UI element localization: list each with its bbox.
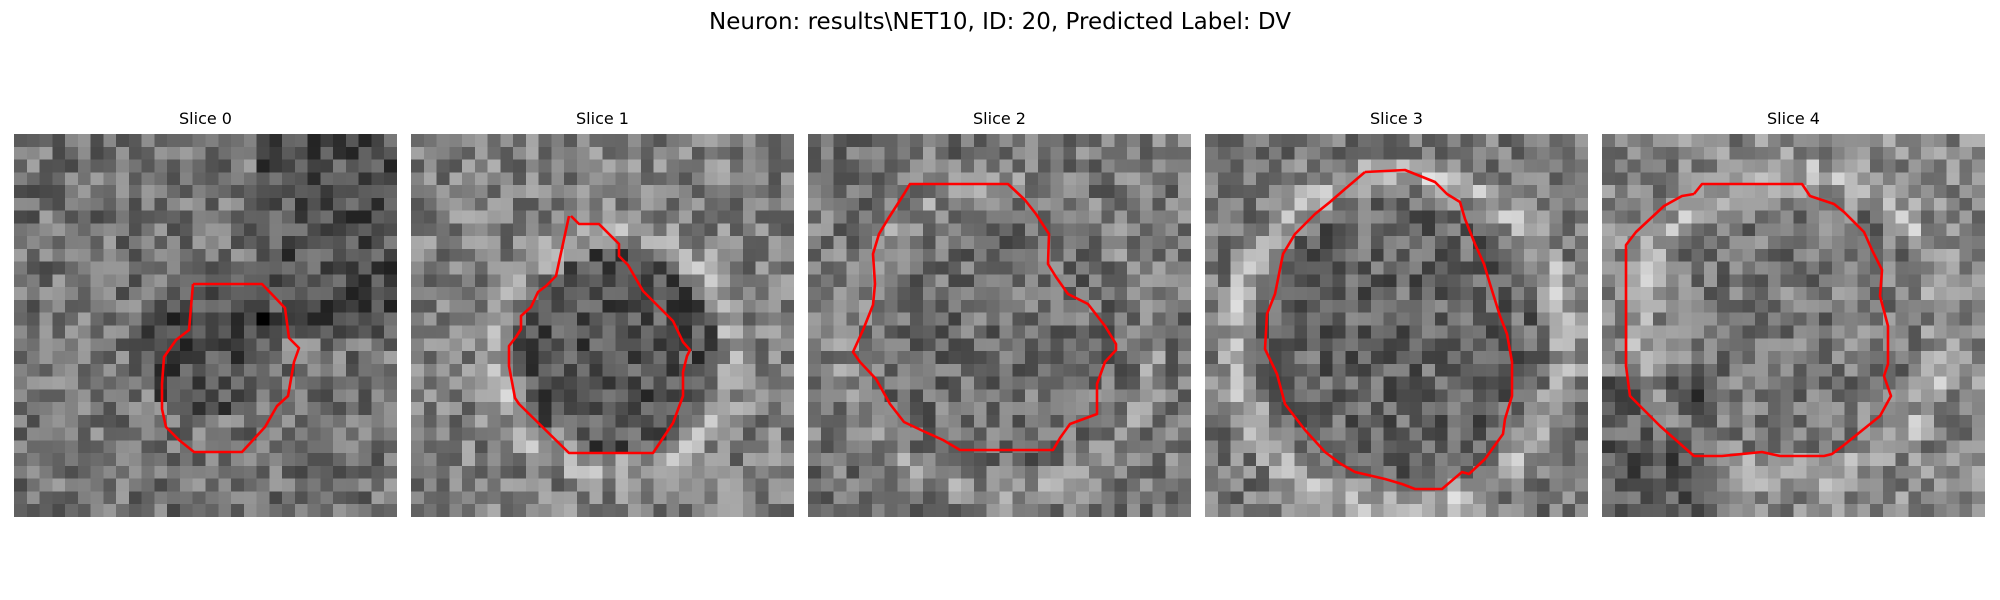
contour-overlay-3: [1263, 168, 1514, 491]
neuron-contour-0: [160, 282, 301, 454]
slice-image-3: [1205, 134, 1588, 517]
contour-overlay-4: [1624, 182, 1893, 458]
slice-title-2: Slice 2: [973, 109, 1026, 128]
slice-title-0: Slice 0: [179, 109, 232, 128]
slice-panel-3: Slice 3: [1205, 108, 1588, 526]
contour-overlay-1: [507, 215, 692, 455]
neuron-contour-4: [1624, 182, 1893, 458]
neuron-contour-3: [1263, 168, 1514, 491]
contour-overlay-0: [160, 282, 301, 454]
slice-panel-4: Slice 4: [1602, 108, 1985, 526]
slice-panel-1: Slice 1: [411, 108, 794, 526]
figure-title: Neuron: results\NET10, ID: 20, Predicted…: [709, 9, 1291, 35]
slice-image-2: [808, 134, 1191, 517]
contour-overlay-2: [851, 182, 1118, 452]
neuron-contour-1: [507, 215, 692, 455]
slice-title-3: Slice 3: [1370, 109, 1423, 128]
slice-title-1: Slice 1: [576, 109, 629, 128]
neuron-contour-2: [851, 182, 1118, 452]
slice-image-4: [1602, 134, 1985, 517]
slice-panel-2: Slice 2: [808, 108, 1191, 526]
slice-title-4: Slice 4: [1767, 109, 1820, 128]
slice-panel-0: Slice 0: [14, 108, 397, 526]
